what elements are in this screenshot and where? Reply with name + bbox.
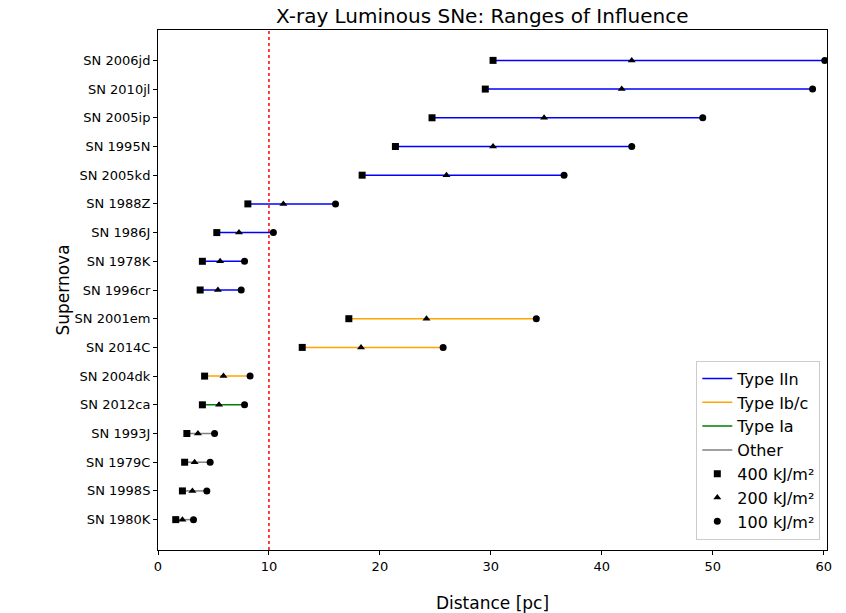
svg-text:30: 30 — [483, 559, 500, 574]
svg-text:SN 1986J: SN 1986J — [91, 225, 150, 240]
svg-text:SN 2010jl: SN 2010jl — [88, 82, 150, 97]
svg-text:SN 2004dk: SN 2004dk — [79, 369, 150, 384]
svg-text:SN 1998S: SN 1998S — [87, 483, 150, 498]
svg-text:400 kJ/m²: 400 kJ/m² — [737, 465, 814, 484]
svg-text:SN 1979C: SN 1979C — [86, 455, 150, 470]
svg-text:SN 2012ca: SN 2012ca — [80, 397, 150, 412]
svg-text:SN 2001em: SN 2001em — [75, 311, 151, 326]
svg-text:SN 2005ip: SN 2005ip — [83, 110, 150, 125]
svg-text:20: 20 — [372, 559, 389, 574]
svg-text:100 kJ/m²: 100 kJ/m² — [737, 513, 814, 532]
svg-text:50: 50 — [704, 559, 721, 574]
svg-text:SN 1995N: SN 1995N — [85, 139, 150, 154]
svg-text:SN 1996cr: SN 1996cr — [83, 283, 151, 298]
svg-text:Other: Other — [737, 441, 783, 460]
svg-text:0: 0 — [154, 559, 162, 574]
svg-text:SN 1988Z: SN 1988Z — [86, 196, 150, 211]
svg-text:Supernova: Supernova — [53, 244, 73, 335]
svg-text:Type Ia: Type Ia — [736, 417, 793, 436]
svg-text:10: 10 — [261, 559, 278, 574]
svg-text:200 kJ/m²: 200 kJ/m² — [737, 489, 814, 508]
svg-text:40: 40 — [594, 559, 611, 574]
svg-text:Type IIn: Type IIn — [736, 370, 798, 389]
svg-text:SN 1993J: SN 1993J — [91, 426, 150, 441]
svg-text:Distance [pc]: Distance [pc] — [436, 593, 549, 613]
svg-text:SN 2005kd: SN 2005kd — [79, 168, 150, 183]
svg-text:Type Ib/c: Type Ib/c — [736, 394, 808, 413]
svg-text:SN 2006jd: SN 2006jd — [83, 53, 150, 68]
svg-text:SN 2014C: SN 2014C — [86, 340, 150, 355]
svg-text:SN 1980K: SN 1980K — [87, 512, 151, 527]
svg-text:60: 60 — [815, 559, 832, 574]
svg-text:SN 1978K: SN 1978K — [87, 254, 151, 269]
svg-text:X-ray Luminous SNe: Ranges of: X-ray Luminous SNe: Ranges of Influence — [276, 4, 688, 28]
